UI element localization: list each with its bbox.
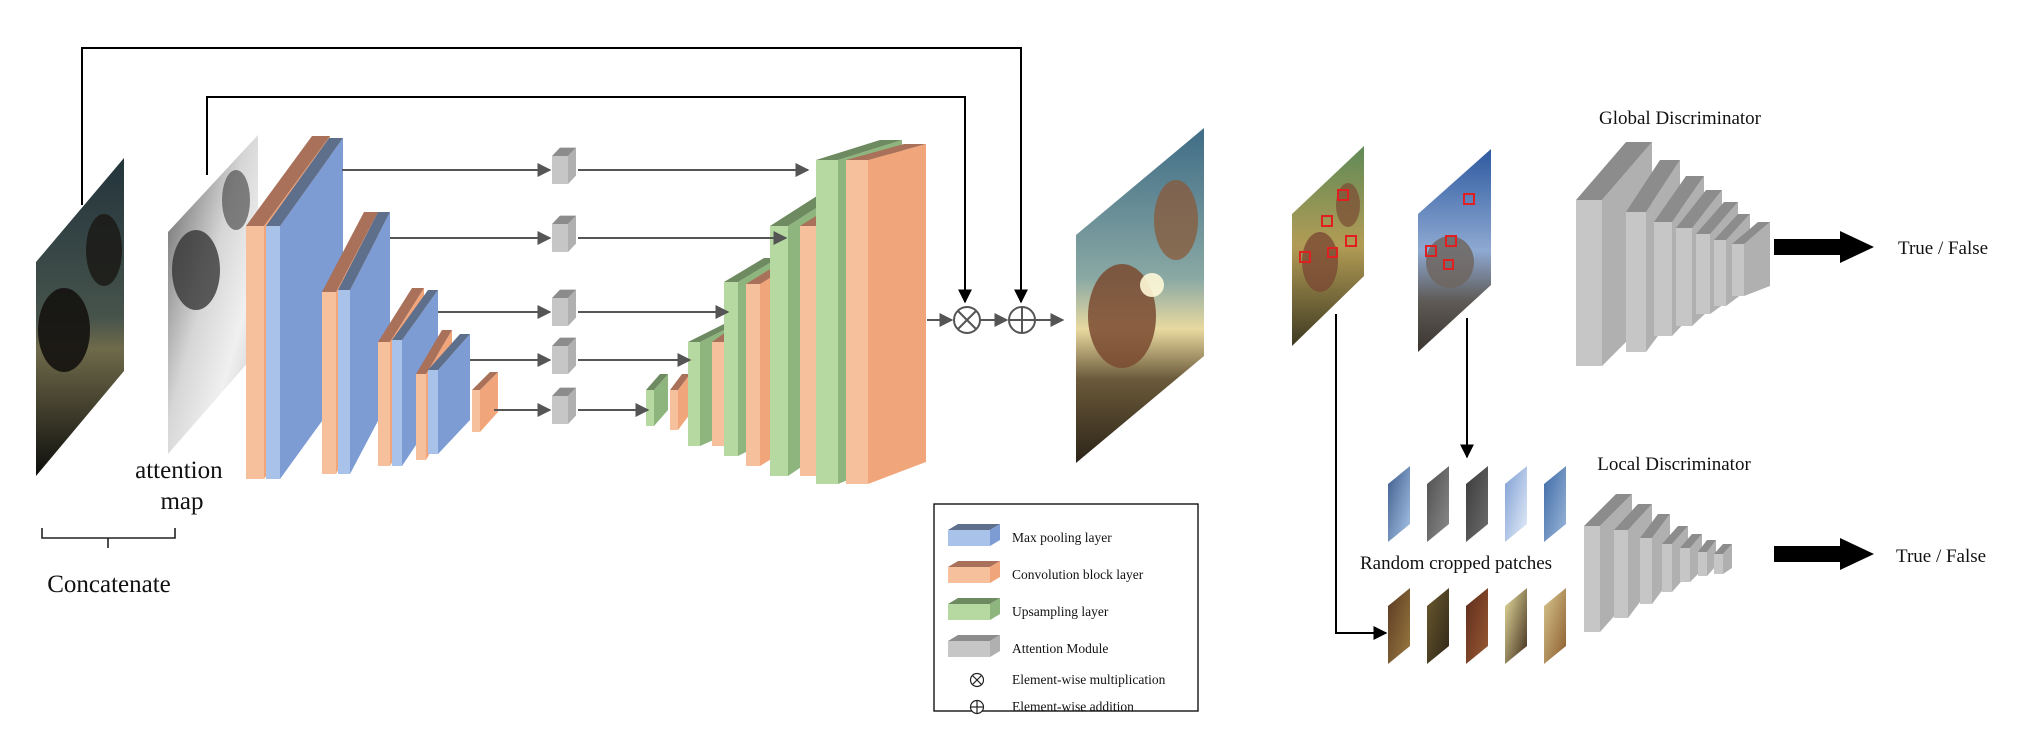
legend-label-5: Element-wise multiplication [1012,672,1166,687]
encoder-layer-9 [472,372,498,432]
patch-bottom-2 [1427,588,1449,664]
attention-map-image [168,135,258,454]
disc-input-image-1 [1292,146,1364,346]
legend-item-3: Upsampling layer [948,598,1109,620]
line-to-bottom-patches [1335,314,1388,640]
legend-swatch-side-2 [990,561,1000,583]
attention-module-2 [552,215,576,252]
legend-item-6: Element-wise addition [969,699,1134,715]
legend-label-4: Attention Module [1012,641,1108,656]
legend-swatch-front-2 [948,567,990,583]
patch-top-3 [1466,466,1488,542]
output-image [1076,128,1204,463]
random-cropped-patches [1388,466,1566,664]
legend-item-2: Convolution block layer [948,561,1144,583]
legend-swatch-top-1 [948,524,1000,530]
unet-blocks [246,136,926,484]
attention-module-4 [552,337,576,374]
legend-label-6: Element-wise addition [1012,699,1134,714]
legend-label-2: Convolution block layer [1012,567,1144,582]
legend-swatch-top-2 [948,561,1000,567]
legend-label-3: Upsampling layer [1012,604,1109,619]
global-disc-layer-7 [1732,222,1770,296]
attention-module-3 [552,289,576,326]
local-output-label: True / False [1896,546,1986,567]
patch-top-4 [1505,466,1527,542]
global-output-label: True / False [1898,238,1988,259]
global-discriminator-label: Global Discriminator [1599,108,1762,129]
local-discriminator-label: Local Discriminator [1597,454,1751,475]
patch-bottom-1 [1388,588,1410,664]
encoder-layer-8 [428,334,470,454]
legend-swatch-side-3 [990,598,1000,620]
decoder-layer-1 [646,374,668,426]
attention-map-label-line2: map [160,488,203,515]
patch-top-2 [1427,466,1449,542]
concatenate-label: Concatenate [47,571,171,598]
local-disc-layer-6 [1698,540,1716,576]
legend-swatch-front-3 [948,604,990,620]
local-output-arrow [1774,538,1874,570]
legend-item-1: Max pooling layer [948,524,1112,546]
legend-swatch-top-3 [948,598,1000,604]
concatenate-brace [41,528,176,548]
legend-swatch-side-4 [990,635,1000,657]
legend-swatch-side-1 [990,524,1000,546]
legend-swatch-front-4 [948,641,990,657]
global-output-arrow [1774,231,1874,263]
local-disc-layer-5 [1680,534,1702,582]
legend-swatch-front-1 [948,530,990,546]
legend-item-4: Attention Module [948,635,1108,657]
patch-connections [1335,314,1474,640]
random-cropped-patches-label: Random cropped patches [1360,553,1552,574]
disc-input-image-2 [1418,149,1491,352]
legend-item-5: Element-wise multiplication [969,672,1166,688]
global-discriminator [1576,142,1770,366]
local-discriminator [1584,494,1732,632]
output-operators [927,306,1065,334]
attention-modules [342,147,810,424]
skip-line-outer [81,47,1028,304]
legend-label-1: Max pooling layer [1012,530,1112,545]
patch-top-1 [1388,466,1410,542]
local-disc-layer-7 [1714,544,1732,574]
patch-bottom-5 [1544,588,1566,664]
input-image [36,158,124,476]
skip-connections [81,47,1028,304]
legend: Max pooling layer Convolution block layer… [933,503,1199,715]
patch-bottom-4 [1505,588,1527,664]
legend-swatch-top-4 [948,635,1000,641]
patch-bottom-3 [1466,588,1488,664]
attention-module-5 [552,387,576,424]
attention-map-label-line1: attention [135,457,223,484]
attention-module-1 [552,147,576,184]
attention-map-label: attention map [135,457,229,515]
patch-top-5 [1544,466,1566,542]
decoder-layer-10 [846,144,926,484]
skip-line-inner [206,96,972,304]
decoder-layer-2 [670,374,690,430]
